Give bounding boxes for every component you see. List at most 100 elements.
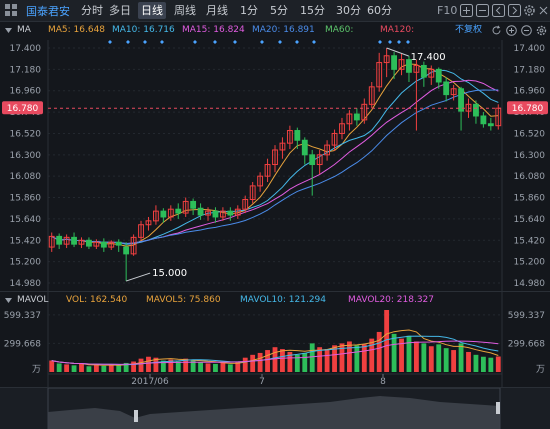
- zoom-out-icon[interactable]: [476, 4, 489, 17]
- navigator-left-handle[interactable]: [134, 410, 138, 422]
- candlestick: [286, 125, 293, 149]
- event-marker[interactable]: [143, 40, 147, 44]
- event-marker[interactable]: [388, 40, 392, 44]
- close-icon[interactable]: [538, 4, 549, 17]
- volume-bar: [190, 360, 196, 372]
- refresh-icon[interactable]: [491, 25, 502, 36]
- event-marker[interactable]: [260, 40, 264, 44]
- candlestick: [398, 53, 405, 76]
- candlestick: [219, 207, 226, 221]
- event-marker[interactable]: [378, 40, 382, 44]
- volume-unit-right: 万: [536, 365, 545, 375]
- ma-indicator-row: MA MA5: 16.648 MA10: 16.716 MA15: 16.824…: [0, 22, 550, 39]
- candlestick: [450, 84, 457, 101]
- event-marker[interactable]: [278, 40, 282, 44]
- volume-bar: [49, 360, 55, 372]
- indicator-settings-icon[interactable]: [536, 25, 547, 36]
- price-tick-left: 16.080: [10, 172, 42, 182]
- volume-bar: [153, 357, 159, 372]
- stock-name[interactable]: 国泰君安: [26, 5, 70, 18]
- price-tick-right: 16.300: [514, 151, 546, 161]
- scroll-right-icon[interactable]: [508, 4, 521, 17]
- low-price-label: 15.000: [152, 268, 187, 279]
- candlestick: [242, 195, 249, 214]
- current-price-label: 16.780: [512, 104, 544, 114]
- event-marker[interactable]: [160, 40, 164, 44]
- collapse-arrow-icon[interactable]: [4, 26, 13, 35]
- volume-bar: [138, 358, 144, 372]
- tab-15min[interactable]: 15分: [300, 4, 325, 17]
- scroll-left-icon[interactable]: [492, 4, 505, 17]
- f10-button[interactable]: F10: [437, 4, 458, 17]
- candlestick: [205, 207, 211, 221]
- remove-indicator-icon[interactable]: [521, 25, 532, 36]
- tab-daily[interactable]: 日线: [138, 2, 166, 19]
- current-price-badge: [507, 101, 548, 115]
- candlestick: [56, 233, 63, 250]
- mavol-label[interactable]: MAVOL: [17, 295, 49, 305]
- candlestick: [152, 205, 159, 225]
- ma-label[interactable]: MA: [17, 25, 31, 35]
- tab-timeshare[interactable]: 分时: [81, 4, 103, 17]
- event-marker[interactable]: [126, 40, 130, 44]
- volume-bar: [227, 364, 233, 372]
- event-marker[interactable]: [233, 40, 237, 44]
- settings-gear-icon[interactable]: [523, 4, 536, 17]
- time-tick-label: 8: [380, 377, 386, 387]
- candle-body: [450, 88, 457, 96]
- zoom-in-icon[interactable]: [460, 4, 473, 17]
- event-marker[interactable]: [295, 40, 299, 44]
- volume-tick-left: 599.337: [4, 311, 41, 321]
- tab-5min[interactable]: 5分: [270, 4, 288, 17]
- navigator-right-handle[interactable]: [496, 402, 500, 414]
- event-marker[interactable]: [312, 40, 316, 44]
- price-tick-right: 15.860: [514, 194, 546, 204]
- event-marker[interactable]: [397, 40, 401, 44]
- tab-1min[interactable]: 1分: [240, 4, 258, 17]
- candlestick: [212, 207, 219, 223]
- time-range-navigator[interactable]: [0, 387, 550, 429]
- time-tick-label: 2017/06: [131, 377, 169, 387]
- price-adjust-toggle[interactable]: 不复权: [455, 25, 483, 35]
- event-marker[interactable]: [108, 40, 112, 44]
- price-tick-right: 16.960: [514, 87, 546, 97]
- candle-body: [458, 88, 464, 112]
- candle-body: [138, 224, 144, 238]
- candlestick: [264, 158, 271, 183]
- volume-bars: [49, 310, 501, 372]
- event-marker[interactable]: [213, 40, 217, 44]
- event-marker[interactable]: [406, 40, 410, 44]
- candlestick: [487, 117, 494, 131]
- candle-body: [234, 208, 241, 216]
- event-marker[interactable]: [193, 40, 197, 44]
- candlestick: [316, 149, 323, 175]
- volume-bar: [317, 347, 323, 372]
- tab-weekly[interactable]: 周线: [174, 4, 196, 17]
- volume-bar: [495, 356, 501, 372]
- volume-bar: [421, 343, 427, 372]
- tab-30min[interactable]: 30分: [336, 4, 361, 17]
- candlestick: [115, 239, 122, 252]
- candle-body: [257, 175, 264, 187]
- top-toolbar: 国泰君安 分时 多日 日线 周线 月线 1分 5分 15分 30分 60分 F1…: [0, 0, 550, 22]
- candlestick: [279, 137, 286, 159]
- volume-bar: [347, 341, 352, 372]
- price-tick-right: 16.080: [514, 172, 546, 182]
- tab-60min[interactable]: 60分: [367, 4, 392, 17]
- volume-bar: [466, 351, 471, 372]
- volume-bar: [108, 364, 114, 372]
- tab-multi-day[interactable]: 多日: [109, 4, 131, 17]
- volume-bar: [257, 352, 263, 372]
- tab-monthly[interactable]: 月线: [206, 4, 228, 17]
- candle-body: [197, 207, 204, 216]
- volume-bar: [220, 362, 226, 372]
- volume-tick-right: 299.668: [508, 339, 545, 349]
- candlestick: [197, 203, 204, 220]
- menu-grid-icon[interactable]: [5, 4, 18, 17]
- candle-body: [286, 130, 293, 144]
- candle-body: [212, 210, 219, 218]
- collapse-arrow-icon[interactable]: [4, 296, 13, 305]
- volume-indicator-row: MAVOL VOL: 162.540 MAVOL5: 75.860 MAVOL1…: [0, 291, 550, 307]
- add-indicator-icon[interactable]: [506, 25, 517, 36]
